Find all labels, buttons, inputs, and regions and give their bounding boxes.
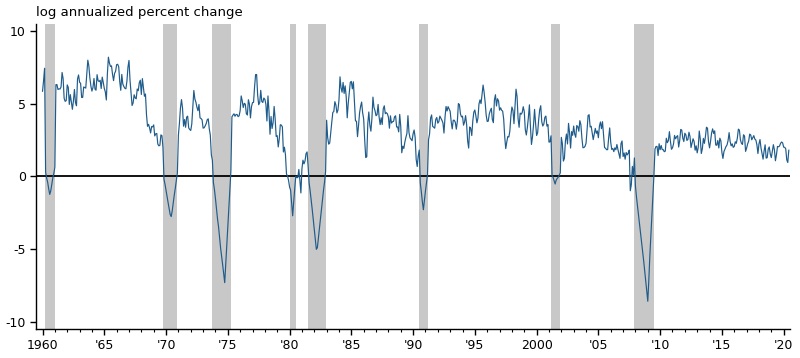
Bar: [45, 24, 55, 329]
Text: log annualized percent change: log annualized percent change: [36, 6, 243, 19]
Bar: [290, 24, 296, 329]
Bar: [212, 24, 231, 329]
Bar: [163, 24, 178, 329]
Bar: [634, 24, 654, 329]
Bar: [308, 24, 326, 329]
Bar: [551, 24, 560, 329]
Bar: [419, 24, 427, 329]
